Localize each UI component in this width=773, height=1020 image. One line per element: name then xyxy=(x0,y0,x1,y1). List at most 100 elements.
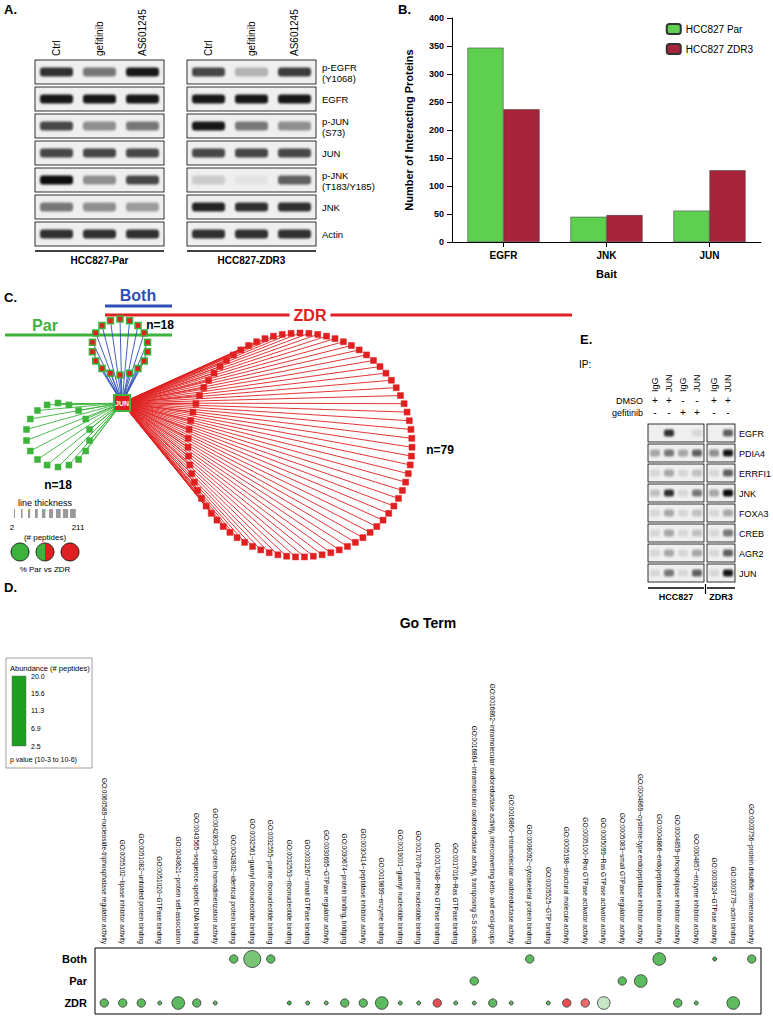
svg-text:GO:0016860~intramolecular oxid: GO:0016860~intramolecular oxidoreductase… xyxy=(507,795,515,945)
svg-text:Par: Par xyxy=(32,317,58,334)
svg-text:GO:0017016~Ras GTPase binding: GO:0017016~Ras GTPase binding xyxy=(451,843,459,944)
svg-text:EGFR: EGFR xyxy=(322,94,349,105)
svg-text:JNK: JNK xyxy=(596,250,617,261)
svg-text:2.5: 2.5 xyxy=(31,743,41,750)
svg-text:GO:0016862~intramolecular oxid: GO:0016862~intramolecular oxidoreductase… xyxy=(488,684,496,945)
svg-text:Go Term: Go Term xyxy=(400,615,457,631)
svg-text:GO:0004857~enzyme inhibitor ac: GO:0004857~enzyme inhibitor activity xyxy=(692,834,700,945)
svg-text:Ctrl: Ctrl xyxy=(203,40,214,56)
svg-text:ZDR: ZDR xyxy=(64,997,87,1009)
svg-text:0: 0 xyxy=(439,237,444,247)
svg-text:GO:0030695~GTPase regulator ac: GO:0030695~GTPase regulator activity xyxy=(322,830,330,945)
svg-text:GO:0030674~protein binding, br: GO:0030674~protein binding, bridging xyxy=(340,834,348,945)
svg-text:n=18: n=18 xyxy=(44,478,72,492)
svg-text:350: 350 xyxy=(429,41,444,51)
svg-text:GO:0005198~structural molecule: GO:0005198~structural molecule activity xyxy=(562,827,570,945)
svg-text:250: 250 xyxy=(429,97,444,107)
svg-text:11.3: 11.3 xyxy=(31,707,44,714)
svg-text:GO:0030414~peptidase inhibitor: GO:0030414~peptidase inhibitor activity xyxy=(359,829,367,945)
svg-text:Actin: Actin xyxy=(322,229,343,240)
svg-text:-: - xyxy=(726,407,729,418)
svg-text:p-JNK: p-JNK xyxy=(322,170,349,181)
svg-text:Par: Par xyxy=(69,975,87,987)
svg-text:+: + xyxy=(680,407,686,418)
svg-text:Abundance (# peptides): Abundance (# peptides) xyxy=(10,664,90,673)
svg-text:gefitinib: gefitinib xyxy=(246,21,257,56)
svg-text:Ctrl: Ctrl xyxy=(51,40,62,56)
svg-text:n=79: n=79 xyxy=(426,443,454,457)
svg-text:GO:0051082~unfolded protein bi: GO:0051082~unfolded protein binding xyxy=(137,834,145,945)
svg-text:ZDR3: ZDR3 xyxy=(709,592,733,602)
svg-text:Number of Interacting Proteins: Number of Interacting Proteins xyxy=(403,49,415,210)
svg-text:EGFR: EGFR xyxy=(490,250,519,261)
svg-text:GO:0042803~protein homodimeriz: GO:0042803~protein homodimerization acti… xyxy=(211,808,219,944)
svg-text:GO:0004869~cysteine-type endop: GO:0004869~cysteine-type endopeptidase i… xyxy=(636,774,644,945)
svg-text:50: 50 xyxy=(434,209,444,219)
svg-text:(# peptides): (# peptides) xyxy=(24,533,67,542)
svg-text:(Y1068): (Y1068) xyxy=(322,73,356,84)
svg-text:JUN: JUN xyxy=(699,250,719,261)
svg-text:-: - xyxy=(712,407,715,418)
svg-text:GO:0019899~enzyme binding: GO:0019899~enzyme binding xyxy=(377,857,385,944)
svg-text:gefitinib: gefitinib xyxy=(94,21,105,56)
svg-text:GO:0043621~protein self-associ: GO:0043621~protein self-association xyxy=(174,837,182,945)
svg-text:GO:0016864~intramolecular oxid: GO:0016864~intramolecular oxidoreductase… xyxy=(470,726,478,945)
svg-text:+: + xyxy=(694,407,700,418)
svg-text:DMSO: DMSO xyxy=(616,396,643,406)
svg-text:20.0: 20.0 xyxy=(31,673,45,680)
svg-text:Bait: Bait xyxy=(596,268,617,280)
svg-text:6.9: 6.9 xyxy=(31,725,41,732)
svg-text:IP:: IP: xyxy=(579,359,591,370)
svg-text:JUN: JUN xyxy=(692,375,702,393)
svg-text:GO:0005083~small GTPase regula: GO:0005083~small GTPase regulator activi… xyxy=(618,813,626,945)
svg-text:JUN: JUN xyxy=(664,375,674,393)
svg-text:GO:0055102~lipase inhibitor ac: GO:0055102~lipase inhibitor activity xyxy=(118,840,126,945)
svg-text:% Par vs ZDR: % Par vs ZDR xyxy=(20,565,71,574)
svg-text:ERRFI1: ERRFI1 xyxy=(739,469,771,479)
svg-text:line thickness: line thickness xyxy=(18,498,73,508)
svg-text:Both: Both xyxy=(62,953,87,965)
svg-text:FOXA3: FOXA3 xyxy=(739,509,769,519)
svg-text:GO:0043565~sequence-specific D: GO:0043565~sequence-specific DNA binding xyxy=(192,813,200,944)
svg-text:JUN: JUN xyxy=(739,569,757,579)
svg-text:HCC827 Par: HCC827 Par xyxy=(686,24,743,35)
svg-text:IgG: IgG xyxy=(650,377,660,392)
svg-text:HCC827-Par: HCC827-Par xyxy=(71,255,129,266)
svg-text:GO:0004859~phospholipase inhib: GO:0004859~phospholipase inhibitor activ… xyxy=(673,815,681,945)
svg-text:GO:0008092~cytoskeletal protei: GO:0008092~cytoskeletal protein binding xyxy=(525,825,533,945)
svg-text:EGFR: EGFR xyxy=(739,429,765,439)
svg-text:JNK: JNK xyxy=(739,489,756,499)
svg-text:2: 2 xyxy=(10,523,15,532)
svg-text:n=18: n=18 xyxy=(146,318,174,332)
svg-text:211: 211 xyxy=(72,523,85,532)
svg-text:(S73): (S73) xyxy=(322,127,345,138)
svg-text:JUN: JUN xyxy=(322,148,341,159)
svg-text:GO:0060589~nucleoside-triphosp: GO:0060589~nucleoside-triphosphatase reg… xyxy=(100,778,108,945)
svg-text:p-EGFR: p-EGFR xyxy=(322,62,357,73)
svg-text:-: - xyxy=(695,395,698,406)
svg-text:15.6: 15.6 xyxy=(31,690,45,697)
svg-text:GO:0019001~guanyl nucleotide b: GO:0019001~guanyl nucleotide binding xyxy=(396,830,404,945)
svg-text:GO:0032561~guanyl ribonucleoti: GO:0032561~guanyl ribonucleotide binding xyxy=(248,819,256,945)
svg-text:GO:0017048~Rho GTPase binding: GO:0017048~Rho GTPase binding xyxy=(433,843,441,945)
svg-text:-: - xyxy=(653,407,656,418)
svg-text:Both: Both xyxy=(120,287,156,304)
svg-text:HCC827 ZDR3: HCC827 ZDR3 xyxy=(686,44,754,55)
svg-text:GO:0031267~small GTPase bindin: GO:0031267~small GTPase binding xyxy=(303,839,311,944)
svg-text:ZDR: ZDR xyxy=(294,307,327,324)
svg-text:150: 150 xyxy=(429,153,444,163)
svg-text:CREB: CREB xyxy=(739,529,764,539)
svg-text:IgG: IgG xyxy=(709,377,719,392)
svg-text:GO:0003924~GTPase activity: GO:0003924~GTPase activity xyxy=(710,857,718,944)
svg-text:GO:0042802~identical protein b: GO:0042802~identical protein binding xyxy=(229,835,237,945)
svg-text:p value (10-3 to 10-6): p value (10-3 to 10-6) xyxy=(10,756,77,764)
svg-text:gefitinib: gefitinib xyxy=(612,408,643,418)
svg-text:200: 200 xyxy=(429,125,444,135)
svg-text:GO:0032555~purine ribonucleoti: GO:0032555~purine ribonucleotide binding xyxy=(266,820,274,945)
svg-text:100: 100 xyxy=(429,181,444,191)
svg-text:+: + xyxy=(711,395,717,406)
svg-text:JNK: JNK xyxy=(322,202,341,213)
svg-text:+: + xyxy=(666,395,672,406)
svg-text:+: + xyxy=(725,395,731,406)
svg-text:GO:0051020~GTPase binding: GO:0051020~GTPase binding xyxy=(155,856,163,944)
